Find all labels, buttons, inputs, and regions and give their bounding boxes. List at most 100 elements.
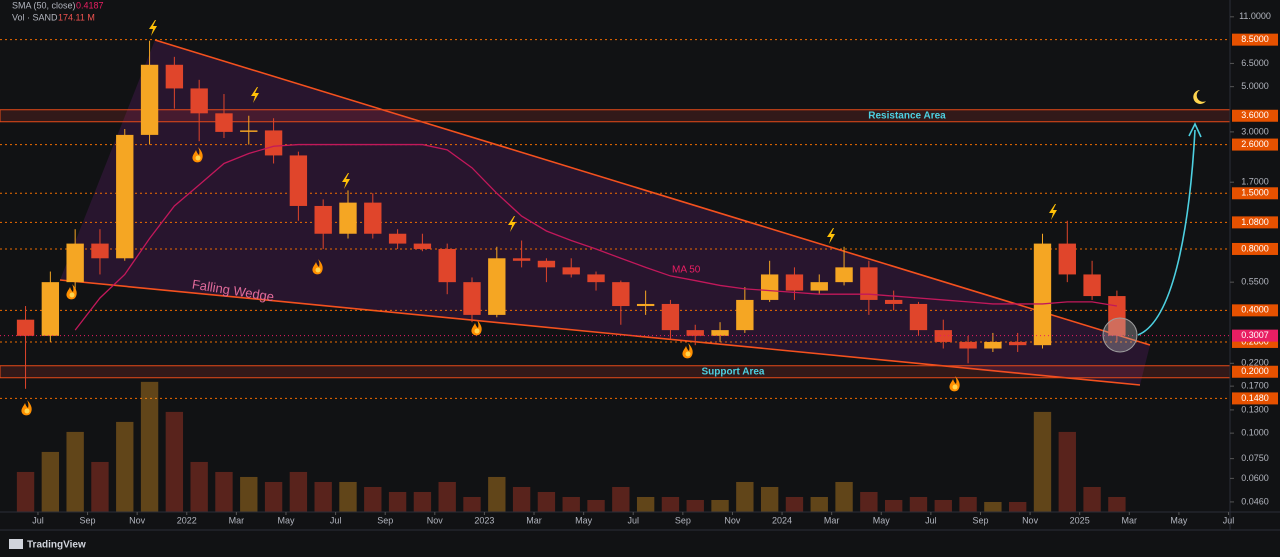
moon [1193, 90, 1206, 104]
volume-bar [1009, 501, 1027, 512]
volume-bar [934, 499, 952, 512]
y-tick-label: 0.1000 [1241, 428, 1269, 438]
level-tag-label: 0.4000 [1241, 305, 1269, 315]
candle-body [1009, 341, 1027, 346]
x-tick-label: Nov [1022, 515, 1039, 525]
price-axis-panel [1230, 0, 1280, 530]
candle-body [488, 258, 506, 315]
y-tick-label: 5.0000 [1241, 81, 1269, 91]
volume-bar [264, 481, 283, 512]
candle-body [711, 330, 729, 336]
level-tag [1232, 187, 1278, 200]
zone [0, 109, 1230, 123]
volume-bar [835, 481, 853, 512]
zone-tag-label: 0.2000 [1241, 366, 1269, 376]
volume-bar [1033, 411, 1052, 512]
zone-label: Resistance Area [868, 110, 946, 121]
x-tick-label: Mar [824, 515, 840, 525]
y-tick-label: 0.0600 [1241, 473, 1269, 483]
volume-bar [215, 471, 233, 512]
x-tick-label: May [575, 515, 593, 525]
candle-body [934, 330, 952, 342]
candle-body [66, 243, 84, 283]
volume-bar [612, 486, 630, 512]
decorations [21, 20, 1206, 416]
candle-body [612, 282, 630, 307]
volume-bar [984, 501, 1002, 512]
level-tag-label: 1.0800 [1241, 217, 1269, 227]
x-tick-label: Nov [724, 515, 741, 525]
x-tick-label: Jul [627, 515, 639, 525]
sma-last: 0.4187 [76, 0, 104, 10]
projection-arrow [1137, 129, 1196, 336]
x-tick-label: May [1170, 515, 1188, 525]
volume-bar [190, 461, 208, 512]
y-tick-label: 0.1300 [1241, 404, 1269, 414]
candle-body [884, 299, 903, 304]
x-tick-label: 2024 [772, 515, 792, 525]
x-tick-label: 2022 [177, 515, 197, 525]
y-tick-label: 6.5000 [1241, 58, 1269, 68]
candle-body [686, 330, 704, 336]
focus-circle [1102, 317, 1138, 353]
candle-body [388, 233, 407, 244]
volume-bar [810, 496, 828, 512]
level-tag [1232, 216, 1278, 229]
wedge-lower [59, 279, 1141, 386]
level-tag [1232, 242, 1278, 255]
volume-bar [289, 471, 308, 512]
volume-bar [512, 486, 531, 512]
level-tag-label: 8.5000 [1241, 34, 1269, 44]
x-tick-label: Mar [229, 515, 245, 525]
last-price-tag [1232, 329, 1278, 342]
candle-body [116, 134, 134, 259]
candle-body [562, 267, 580, 275]
volume-bar [339, 481, 357, 512]
logo-mark [9, 539, 23, 549]
wedge-upper [154, 39, 1151, 346]
zone-tag-label: 3.6000 [1241, 110, 1269, 120]
level-tag [1232, 392, 1278, 405]
volume-bar [537, 491, 556, 512]
sma-line [74, 143, 1118, 331]
x-tick-label: Sep [377, 515, 393, 525]
volume-bar [240, 476, 258, 512]
level-tag [1232, 304, 1278, 317]
candle-body [537, 260, 556, 268]
volume-bar [388, 491, 407, 512]
candle-body [736, 299, 754, 331]
candle-body [289, 155, 308, 206]
candle-body [984, 341, 1002, 349]
candle-body [140, 64, 159, 135]
volume-bar [1083, 486, 1101, 512]
volume-bar [562, 496, 580, 512]
candle-body [314, 205, 332, 234]
candle-body [438, 248, 456, 283]
candle-body [1058, 243, 1076, 275]
candle-body [760, 274, 779, 300]
candle-body [1033, 243, 1052, 346]
x-tick-label: May [277, 515, 295, 525]
candle-body [190, 88, 208, 114]
x-tick-label: Sep [675, 515, 691, 525]
y-tick-label: 3.0000 [1241, 126, 1269, 136]
volume-bar [1058, 431, 1076, 512]
volume-bar [66, 431, 84, 512]
candle-body [587, 274, 605, 283]
y-tick-label: 0.0460 [1241, 496, 1269, 506]
y-tick-label: 0.5500 [1241, 277, 1269, 287]
volume-bar [463, 496, 481, 512]
sma-name: SMA (50, close) [12, 0, 76, 10]
y-tick-label: 0.1700 [1241, 381, 1269, 391]
volume-bar [438, 481, 456, 512]
volume-last: 174.11 M [58, 12, 95, 22]
candle-body [860, 267, 878, 300]
candle-body [364, 202, 382, 234]
zone-tag [1232, 365, 1278, 378]
x-tick-label: Jul [32, 515, 44, 525]
level-tag-label: 2.6000 [1241, 139, 1269, 149]
x-tick-label: Nov [427, 515, 444, 525]
volume-bar [413, 491, 432, 512]
volume-name: Vol · SAND [12, 12, 58, 22]
